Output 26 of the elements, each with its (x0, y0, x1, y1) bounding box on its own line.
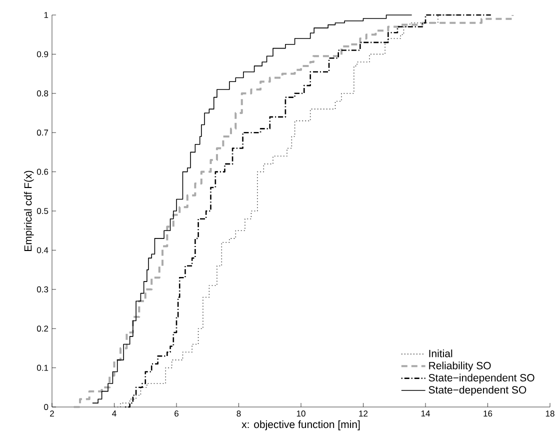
x-tick-label: 18 (546, 410, 554, 417)
x-tick-label: 4 (112, 410, 116, 416)
x-tick-label: 8 (236, 410, 241, 417)
y-tick-label: 0.1 (36, 364, 48, 371)
x-axis-title: x: objective function [min] (242, 420, 360, 430)
legend-label: Initial (429, 350, 452, 358)
y-tick-label: 0.8 (36, 90, 48, 96)
legend-label: State−dependent SO (428, 386, 526, 396)
y-tick-label: 0.4 (36, 247, 48, 254)
y-tick-label: 0.3 (36, 286, 48, 292)
x-tick-label: 2 (50, 410, 54, 416)
x-tick-label: 10 (296, 410, 306, 417)
x-tick-label: 16 (484, 410, 492, 417)
x-tick-label: 12 (359, 410, 368, 416)
legend-label: Reliability SO (429, 362, 491, 372)
y-tick-label: 0.7 (36, 130, 48, 136)
y-tick-label: 0.9 (36, 51, 48, 58)
y-tick-label: 1 (44, 12, 48, 18)
legend-label: State−independent SO (428, 374, 534, 384)
y-tick-label: 0.5 (36, 208, 48, 214)
y-tick-label: 0 (44, 404, 48, 410)
y-tick-label: 0.6 (36, 168, 48, 175)
x-tick-label: 14 (421, 410, 430, 416)
x-tick-label: 6 (174, 410, 178, 417)
y-tick-label: 0.2 (36, 326, 48, 332)
y-axis-title: Empirical cdf F(x) (24, 170, 34, 251)
